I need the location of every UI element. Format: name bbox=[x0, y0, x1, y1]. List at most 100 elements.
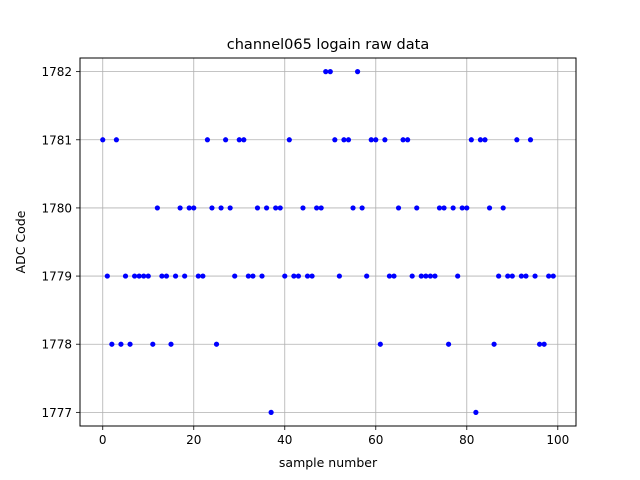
data-point bbox=[263, 205, 270, 211]
x-tick-label: 100 bbox=[546, 433, 569, 447]
data-point bbox=[323, 69, 329, 75]
data-point bbox=[536, 341, 543, 347]
x-axis-ticks: 0 20 40 60 80 100 bbox=[99, 426, 569, 447]
data-point bbox=[295, 273, 302, 279]
data-point bbox=[500, 205, 506, 211]
data-point bbox=[486, 205, 493, 211]
data-point bbox=[163, 273, 170, 279]
data-point bbox=[268, 409, 274, 415]
data-point bbox=[232, 273, 238, 279]
data-point bbox=[359, 205, 365, 211]
data-point bbox=[432, 273, 438, 279]
data-points bbox=[100, 69, 556, 415]
y-tick-label: 1778 bbox=[41, 338, 72, 352]
data-point bbox=[386, 273, 393, 279]
data-point bbox=[250, 273, 256, 279]
data-point bbox=[314, 205, 320, 211]
data-point bbox=[459, 205, 465, 211]
data-point bbox=[336, 273, 342, 279]
chart-title: channel065 logain raw data bbox=[227, 37, 429, 53]
data-point bbox=[150, 341, 156, 347]
data-point bbox=[113, 137, 120, 143]
data-point bbox=[332, 137, 338, 143]
data-point bbox=[550, 273, 556, 279]
data-point bbox=[182, 273, 188, 279]
data-point bbox=[291, 273, 297, 279]
data-point bbox=[154, 205, 160, 211]
data-point bbox=[382, 137, 388, 143]
data-point bbox=[209, 205, 215, 211]
data-point bbox=[350, 205, 356, 211]
data-point bbox=[354, 69, 361, 75]
x-tick-label: 40 bbox=[277, 433, 292, 447]
data-point bbox=[427, 273, 433, 279]
data-point bbox=[245, 273, 251, 279]
data-point bbox=[368, 137, 374, 143]
data-point bbox=[496, 273, 502, 279]
data-point bbox=[409, 273, 415, 279]
data-point bbox=[304, 273, 311, 279]
data-point bbox=[259, 273, 265, 279]
data-point bbox=[318, 205, 324, 211]
y-axis-label: ADC Code bbox=[13, 210, 28, 273]
x-tick-label: 80 bbox=[459, 433, 474, 447]
data-point bbox=[464, 205, 470, 211]
data-point bbox=[168, 341, 174, 347]
y-tick-label: 1782 bbox=[41, 65, 72, 79]
data-point bbox=[327, 69, 333, 75]
data-point bbox=[122, 273, 129, 279]
x-tick-label: 0 bbox=[99, 433, 107, 447]
data-point bbox=[236, 137, 242, 143]
data-point bbox=[405, 137, 411, 143]
y-tick-label: 1781 bbox=[41, 133, 72, 147]
data-point bbox=[505, 273, 511, 279]
data-point bbox=[455, 273, 461, 279]
data-point bbox=[100, 137, 106, 143]
data-point bbox=[136, 273, 142, 279]
data-point bbox=[177, 205, 183, 211]
data-point bbox=[482, 137, 488, 143]
data-point bbox=[364, 273, 370, 279]
data-point bbox=[509, 273, 515, 279]
data-point bbox=[309, 273, 315, 279]
data-point bbox=[200, 273, 206, 279]
y-tick-label: 1777 bbox=[41, 406, 72, 420]
data-point bbox=[186, 205, 192, 211]
data-point bbox=[541, 341, 547, 347]
data-point bbox=[450, 205, 456, 211]
data-point bbox=[191, 205, 197, 211]
plot-frame bbox=[79, 57, 577, 427]
data-point bbox=[532, 273, 538, 279]
data-point bbox=[218, 205, 224, 211]
data-point bbox=[441, 205, 447, 211]
data-point bbox=[341, 137, 347, 143]
data-point bbox=[109, 341, 115, 347]
data-point bbox=[213, 341, 220, 347]
x-axis-label: sample number bbox=[279, 455, 378, 470]
data-point bbox=[300, 205, 306, 211]
data-point bbox=[286, 137, 292, 143]
data-point bbox=[414, 205, 420, 211]
data-point bbox=[523, 273, 529, 279]
data-point bbox=[491, 341, 497, 347]
data-point bbox=[195, 273, 201, 279]
data-point bbox=[436, 205, 443, 211]
data-point bbox=[373, 137, 379, 143]
data-point bbox=[518, 273, 524, 279]
y-tick-label: 1779 bbox=[41, 270, 72, 284]
data-point bbox=[418, 273, 424, 279]
data-point bbox=[241, 137, 247, 143]
y-axis-ticks: 1777 1778 1779 1780 1781 1782 bbox=[41, 65, 80, 420]
data-point bbox=[514, 137, 520, 143]
data-point bbox=[391, 273, 397, 279]
data-point bbox=[282, 273, 288, 279]
data-point bbox=[473, 409, 479, 415]
x-tick-label: 20 bbox=[186, 433, 201, 447]
data-point bbox=[345, 137, 352, 143]
data-point bbox=[477, 137, 484, 143]
data-point bbox=[400, 137, 406, 143]
data-point bbox=[145, 273, 151, 279]
y-tick-label: 1780 bbox=[41, 201, 72, 215]
data-point bbox=[277, 205, 283, 211]
